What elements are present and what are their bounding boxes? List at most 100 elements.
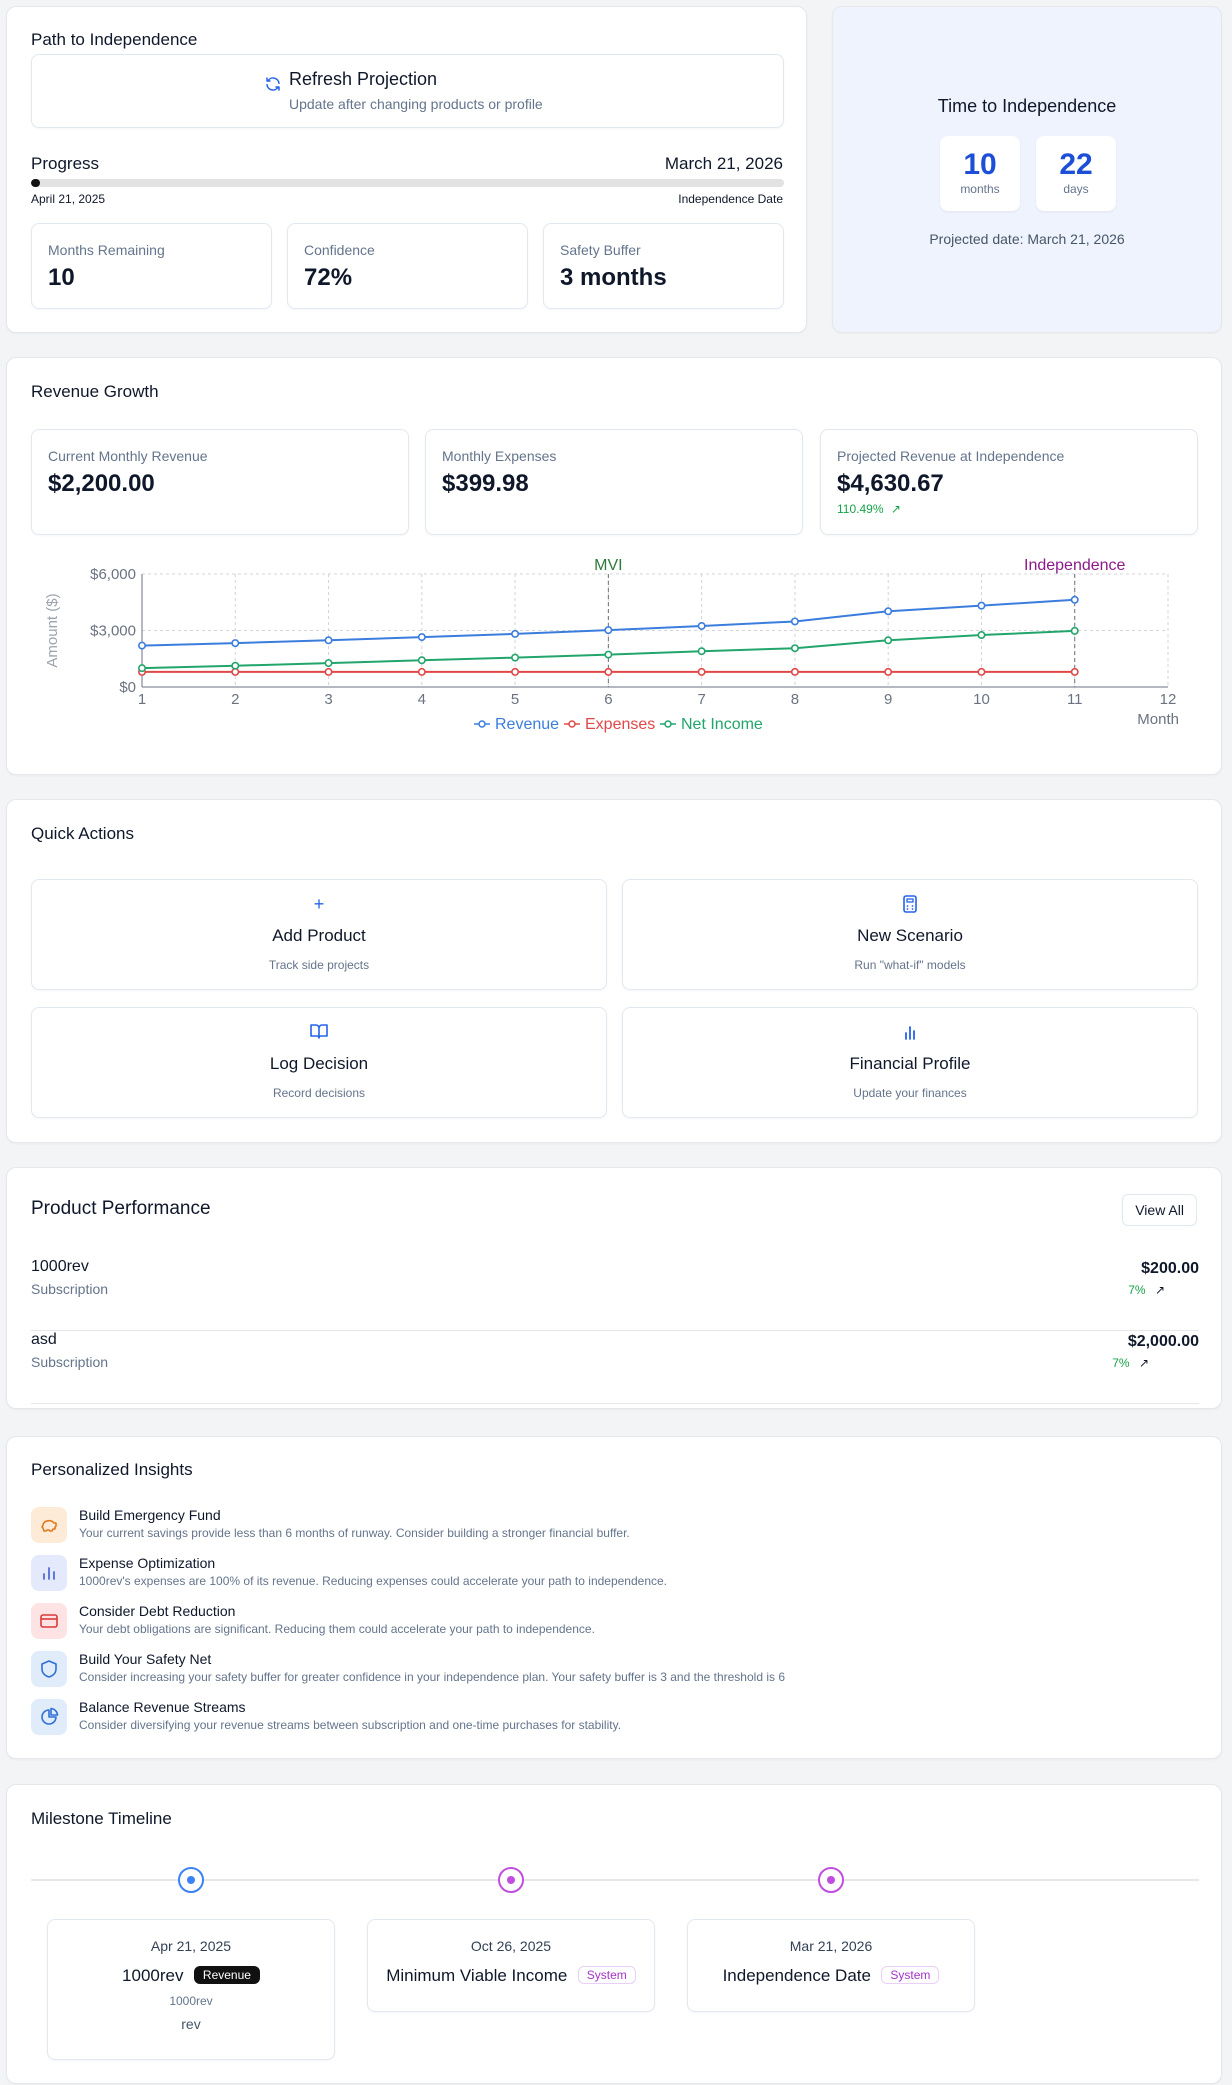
milestone-date: Mar 21, 2026 [789,1938,873,1954]
action-sub: Record decisions [272,1086,366,1100]
milestone-title: Minimum Viable Income [386,1966,568,1985]
data-point [884,667,893,676]
stat-label: Current Monthly Revenue [48,448,208,464]
x-tick-label: 4 [418,691,426,708]
insight-item: Expense Optimization 1000rev's expenses a… [31,1553,1199,1593]
view-all-button[interactable]: View All [1122,1194,1197,1226]
timeline-dot[interactable] [178,1867,204,1893]
days-label: days [1063,182,1089,196]
bar-chart-icon [905,1026,915,1040]
progress-start-date: April 21, 2025 [31,192,106,206]
x-tick-label: 10 [973,691,990,708]
data-point [604,626,613,635]
insight-text: Your debt obligations are significant. R… [79,1622,595,1636]
plus-icon: + [313,894,325,914]
stat-monthly-expenses: Monthly Expenses $399.98 [425,429,803,535]
data-point [511,667,520,676]
action-label: New Scenario [857,926,963,945]
months-box: 10 months [940,136,1020,211]
data-point [977,601,986,610]
path-card: Path to Independence Refresh Projection … [6,6,807,333]
days-value: 22 [1059,148,1093,181]
milestone-item[interactable]: Mar 21, 2026 Independence Date System [687,1919,975,2012]
product-row[interactable]: asd Subscription $2,000.00 7% ↗ [31,1331,1199,1404]
data-point [324,667,333,676]
product-name: 1000rev [31,1258,89,1275]
legend-label: Expenses [585,716,655,733]
insight-text: Consider diversifying your revenue strea… [79,1718,622,1732]
path-title: Path to Independence [31,30,198,49]
products-title: Product Performance [31,1198,211,1219]
new-scenario-button[interactable]: New Scenario Run "what-if" models [622,879,1198,990]
progress-label: Progress [31,154,100,173]
insights-card: Personalized Insights Build Emergency Fu… [6,1436,1222,1759]
stat-label: Months Remaining [48,242,165,258]
add-product-button[interactable]: + Add Product Track side projects [31,879,607,990]
log-decision-button[interactable]: Log Decision Record decisions [31,1007,607,1118]
insight-text: 1000rev's expenses are 100% of its reven… [79,1574,668,1588]
delta-value: 110.49% [837,502,884,516]
data-point [417,633,426,642]
milestone-card: Milestone Timeline Apr 21, 2025 1000rev … [6,1784,1222,2084]
arrow-up-right-icon: ↗ [1138,1356,1149,1370]
insight-item: Balance Revenue Streams Consider diversif… [31,1697,1199,1737]
stat-projected-revenue: Projected Revenue at Independence $4,630… [820,429,1198,535]
timeline-dot[interactable] [498,1867,524,1893]
action-sub: Run "what-if" models [854,958,966,972]
product-type: Subscription [31,1281,109,1297]
revenue-growth-card: Revenue Growth Current Monthly Revenue $… [6,357,1222,775]
insight-item: Build Your Safety Net Consider increasing… [31,1649,1199,1689]
y-tick-label: $3,000 [90,623,136,640]
milestone-item[interactable]: Oct 26, 2025 Minimum Viable Income Syste… [367,1919,655,2012]
product-value: $200.00 [1141,1260,1199,1277]
product-row[interactable]: 1000rev Subscription $200.00 7% ↗ [31,1258,1199,1331]
data-point [604,667,613,676]
insight-text: Your current savings provide less than 6… [79,1526,630,1540]
x-tick-label: 8 [791,691,799,708]
data-point [697,621,706,630]
y-axis-label: Amount ($) [44,593,61,667]
progress-track [31,179,784,187]
data-point [977,667,986,676]
change-value: 7% [1112,1356,1130,1370]
action-label: Log Decision [269,1054,369,1073]
product-change: 7% ↗ [1128,1283,1165,1297]
timeline-dot[interactable] [818,1867,844,1893]
revenue-title: Revenue Growth [31,382,159,401]
action-label: Financial Profile [849,1054,971,1073]
shield-icon [31,1651,67,1687]
months-label: months [960,182,1000,196]
progress-end-date: March 21, 2026 [664,154,783,173]
stat-label: Monthly Expenses [442,448,557,464]
book-icon [310,1024,328,1039]
insight-title: Consider Debt Reduction [79,1603,236,1619]
data-point [697,667,706,676]
legend-label: Net Income [681,716,763,733]
stat-value: 3 months [560,264,667,291]
product-name: asd [31,1331,57,1348]
refresh-subtext: Update after changing products or profil… [289,96,543,112]
action-label: Add Product [272,926,366,945]
progress-fill [31,179,41,187]
action-sub: Track side projects [268,958,370,972]
arrow-up-right-icon: ↗ [1154,1283,1165,1297]
financial-profile-button[interactable]: Financial Profile Update your finances [622,1007,1198,1118]
quick-title: Quick Actions [31,824,134,843]
stat-label: Safety Buffer [560,242,641,258]
x-tick-label: 6 [604,691,612,708]
milestone-item[interactable]: Apr 21, 2025 1000rev Revenue 1000rev rev [47,1919,335,2060]
refresh-projection-button[interactable]: Refresh Projection Update after changing… [31,54,784,128]
milestone-title: Independence Date [722,1966,871,1985]
reference-label: Independence [1024,557,1126,574]
timeline-line [31,1879,1199,1881]
y-tick-label: $0 [119,679,136,696]
milestone-date: Oct 26, 2025 [470,1938,552,1954]
x-tick-label: 1 [138,691,146,708]
data-point [138,664,147,673]
insight-item: Consider Debt Reduction Your debt obligat… [31,1601,1199,1641]
x-tick-label: 7 [697,691,705,708]
data-point [231,639,240,648]
stat-value: $399.98 [442,470,529,497]
stat-current-revenue: Current Monthly Revenue $2,200.00 [31,429,409,535]
data-point [511,653,520,662]
